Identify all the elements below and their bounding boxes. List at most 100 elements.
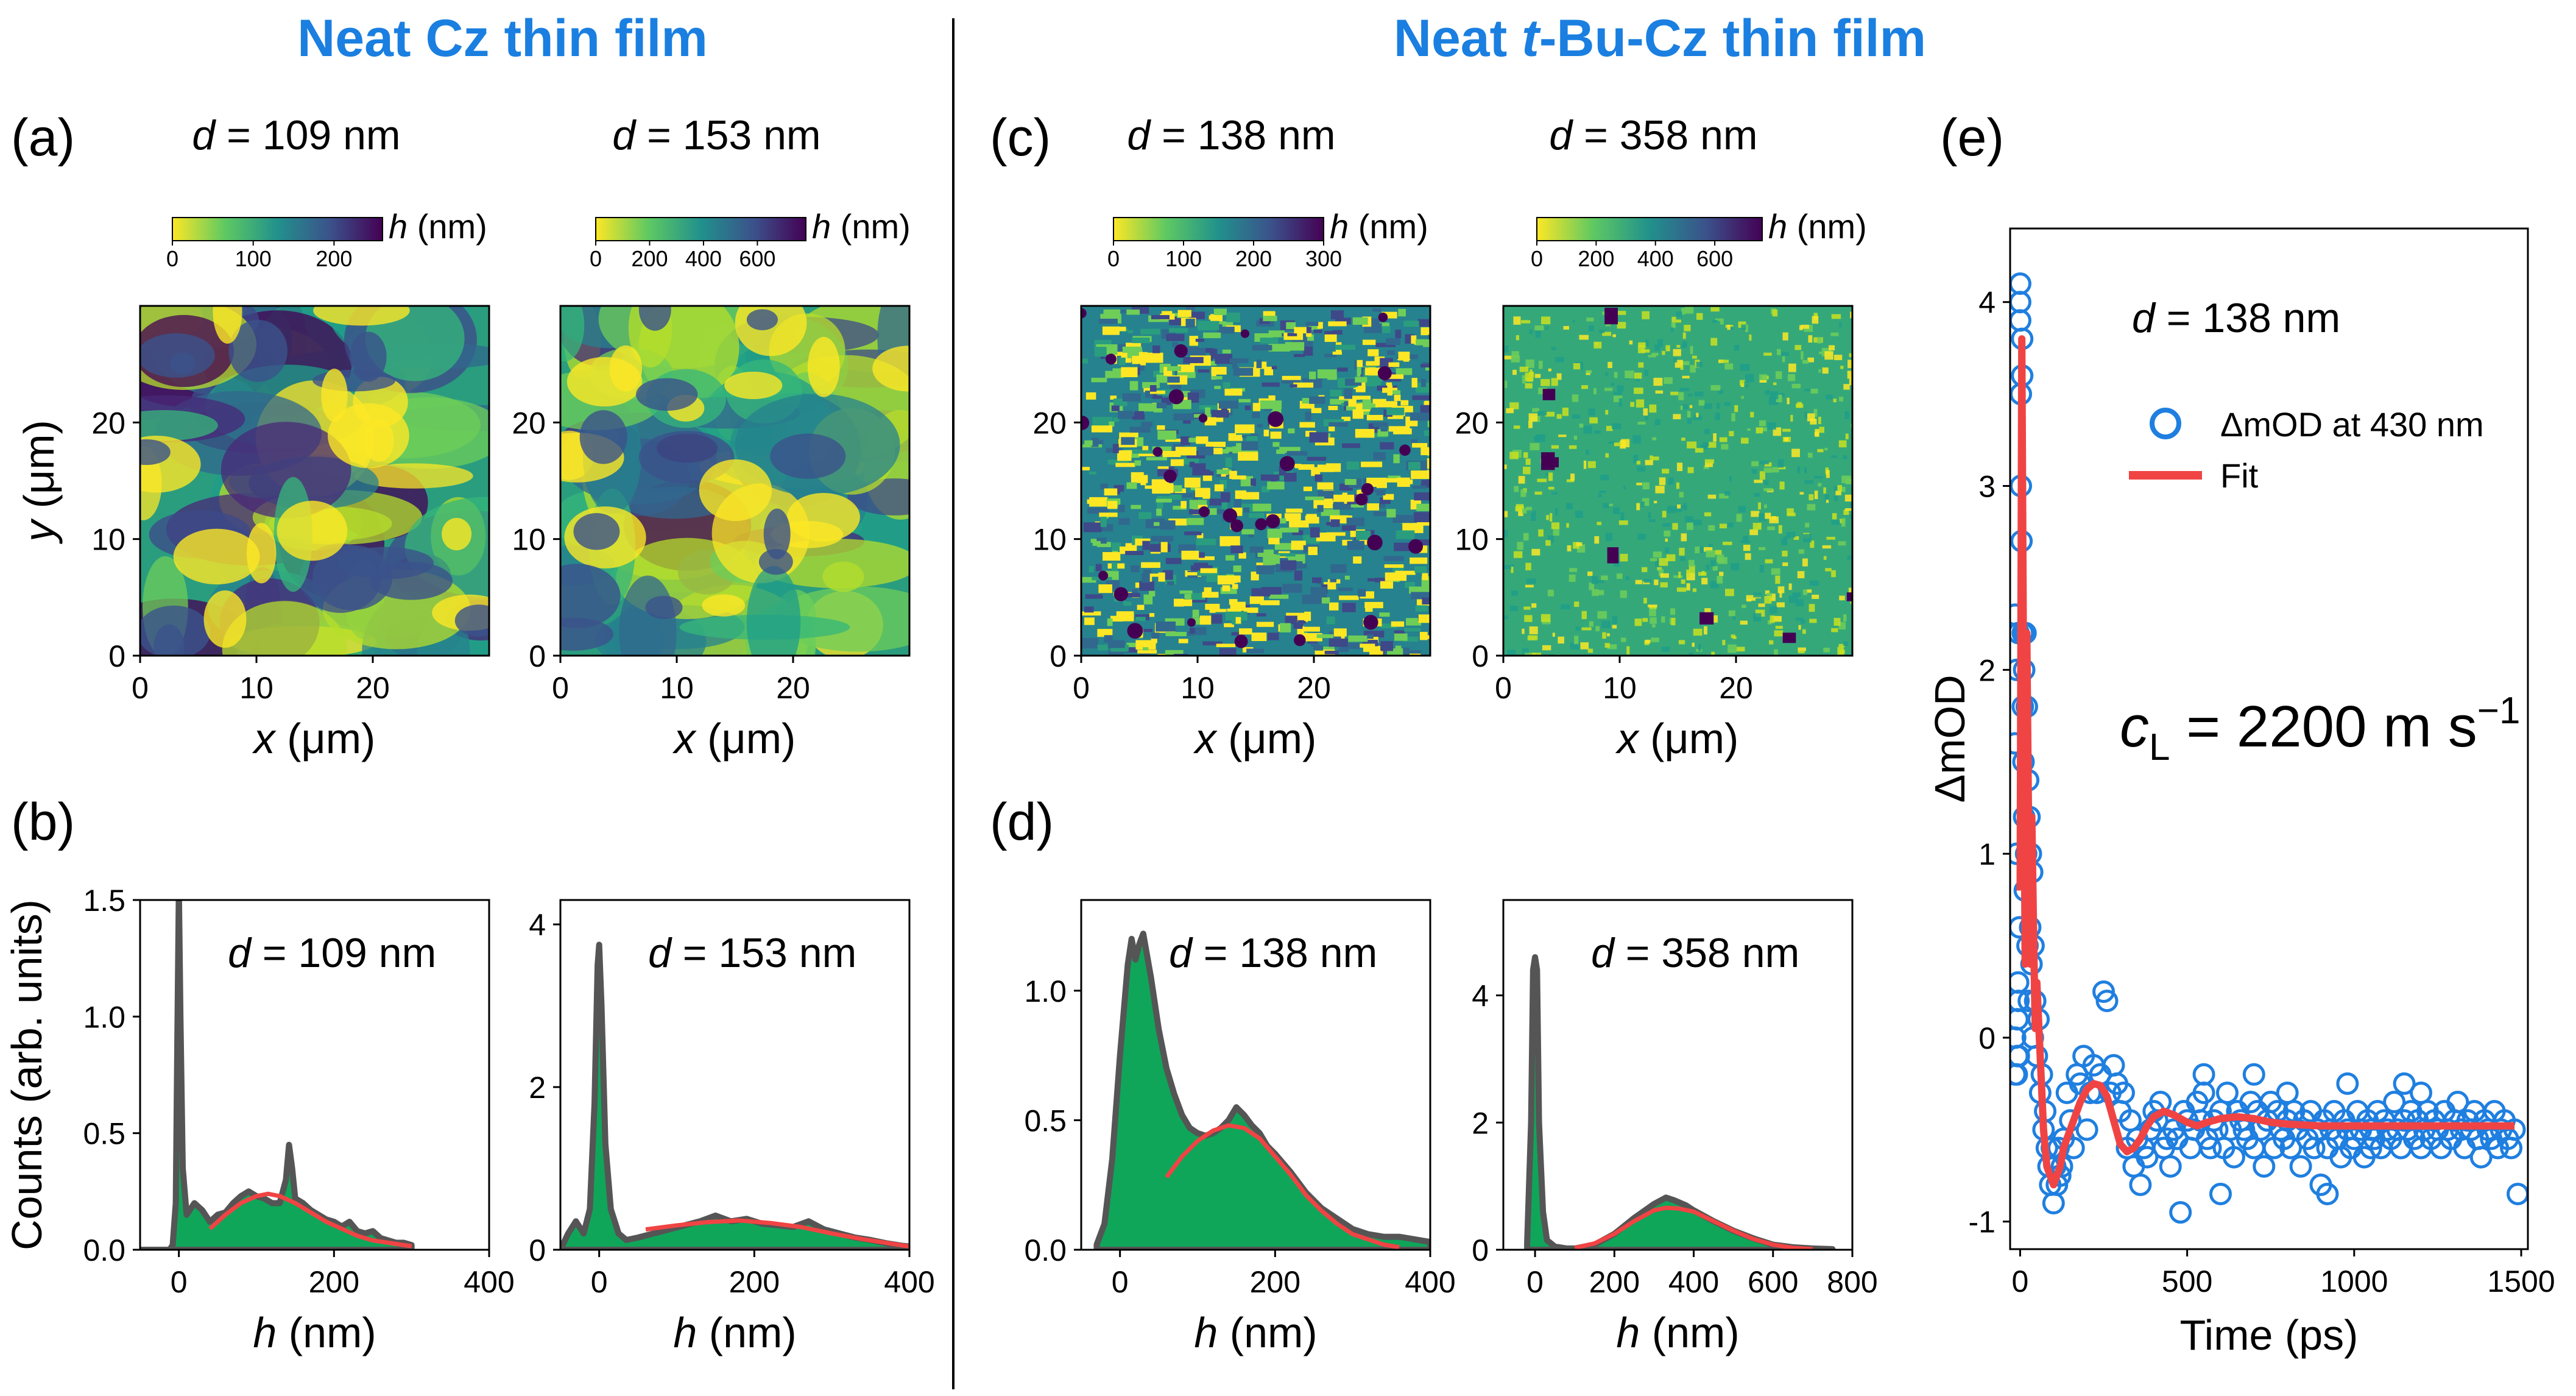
x-tick-label: 20 [356, 671, 390, 705]
afm-speckle [1330, 399, 1352, 405]
afm-speckle [1420, 447, 1430, 456]
afm-speckle [1643, 408, 1648, 416]
afm-speckle [1574, 636, 1579, 645]
afm-speckle [1645, 416, 1648, 420]
afm-speckle [1599, 329, 1605, 333]
afm-speckle [1141, 562, 1161, 568]
afm-speckle [1330, 519, 1340, 527]
afm-speckle [1778, 525, 1782, 534]
x-axis-label: h (nm) [253, 1309, 376, 1356]
afm-speckle [1199, 405, 1218, 410]
afm-speckle [1366, 414, 1383, 420]
afm-speckle [1782, 562, 1788, 566]
afm-speckle [1172, 342, 1178, 347]
afm-speckle [1338, 587, 1353, 592]
afm-speckle [1601, 620, 1611, 628]
data-point [2393, 1072, 2416, 1095]
x-tick-label: 800 [1827, 1265, 1877, 1299]
x-axis-label: x (μm) [1193, 715, 1317, 762]
colorbar-tick-label: 0 [166, 246, 178, 271]
afm-speckle [1660, 573, 1669, 578]
afm-speckle [1298, 464, 1313, 470]
afm-speckle [1326, 532, 1346, 536]
afm-speckle [1673, 349, 1681, 356]
afm-speckle [1810, 388, 1818, 394]
afm-speckle [1651, 353, 1659, 356]
afm-speckle [1191, 565, 1213, 571]
afm-speckle [1704, 459, 1714, 464]
colorbar [1113, 217, 1324, 241]
afm-speckle [1115, 462, 1135, 467]
afm-domain [140, 333, 215, 378]
x-axis-label: x (μm) [1615, 715, 1739, 762]
afm-speckle [1100, 483, 1109, 490]
afm-domain [619, 575, 677, 656]
data-point [2410, 1081, 2433, 1104]
afm-speckle [1504, 615, 1508, 620]
afm-speckle [1743, 536, 1749, 542]
afm-speckle [1413, 512, 1430, 523]
afm-speckle [1410, 557, 1428, 564]
afm-speckle [1372, 399, 1386, 404]
afm-speckle [1830, 332, 1839, 336]
afm-speckle [1704, 608, 1711, 615]
afm-speckle [1314, 647, 1335, 651]
afm-speckle [1200, 568, 1218, 573]
afm-speckle [1687, 441, 1697, 448]
afm-speckle [1516, 335, 1520, 341]
afm-speckle [1095, 564, 1102, 572]
afm-domain [154, 624, 185, 656]
afm-speckle [1718, 389, 1724, 394]
afm-speckle [1678, 572, 1681, 578]
afm-speckle [1213, 308, 1227, 316]
afm-pit [1377, 366, 1392, 380]
afm-speckle [1713, 433, 1717, 442]
afm-speckle [1634, 618, 1642, 626]
afm-speckle [1617, 311, 1626, 315]
afm-speckle [1177, 364, 1195, 375]
afm-speckle [1654, 344, 1660, 351]
afm-speckle [1681, 579, 1685, 584]
afm-speckle [1151, 315, 1170, 319]
afm-speckle [1760, 461, 1769, 464]
afm-speckle [1731, 563, 1740, 571]
afm-speckle [1363, 645, 1381, 652]
y-tick-label: 4 [1978, 286, 1996, 320]
x-axis-label: h (nm) [1194, 1309, 1317, 1356]
afm-speckle [1593, 388, 1597, 395]
afm-speckle [1140, 328, 1160, 335]
gaussian-fit-line [1574, 1205, 1813, 1250]
afm-speckle [1824, 494, 1830, 502]
afm-speckle [1185, 347, 1206, 356]
afm-speckle [1749, 529, 1759, 536]
afm-speckle [1537, 411, 1547, 416]
afm-speckle [1712, 320, 1718, 323]
afm-speckle [1648, 512, 1651, 519]
afm-speckle [1397, 477, 1410, 487]
afm-speckle [1084, 606, 1094, 613]
afm-speckle [1672, 523, 1678, 530]
afm-speckle [1682, 332, 1686, 339]
afm-speckle [1523, 606, 1531, 610]
afm-speckle [1798, 647, 1806, 651]
afm-speckle [1138, 452, 1159, 456]
afm-speckle [1847, 360, 1852, 369]
afm-domain [746, 309, 778, 330]
y-tick-label: 4 [529, 908, 546, 942]
afm-speckle [1092, 540, 1101, 546]
x-tick-label: 0 [132, 671, 149, 705]
afm-speckle [1841, 475, 1851, 483]
afm-speckle [1249, 512, 1265, 518]
x-tick-label: 0 [1526, 1265, 1544, 1299]
velocity-annotation: cL = 2200 m s−1 [2120, 690, 2520, 768]
afm-speckle [1732, 614, 1736, 620]
afm-speckle [1729, 476, 1732, 481]
afm-speckle [1375, 342, 1396, 347]
afm-speckle [1781, 352, 1789, 356]
afm-speckle [1187, 572, 1198, 576]
afm-speckle [1378, 322, 1389, 328]
x-tick-label: 400 [1405, 1265, 1455, 1299]
afm-speckle [1185, 306, 1195, 311]
afm-speckle [1551, 378, 1558, 386]
afm-speckle [1329, 422, 1348, 427]
